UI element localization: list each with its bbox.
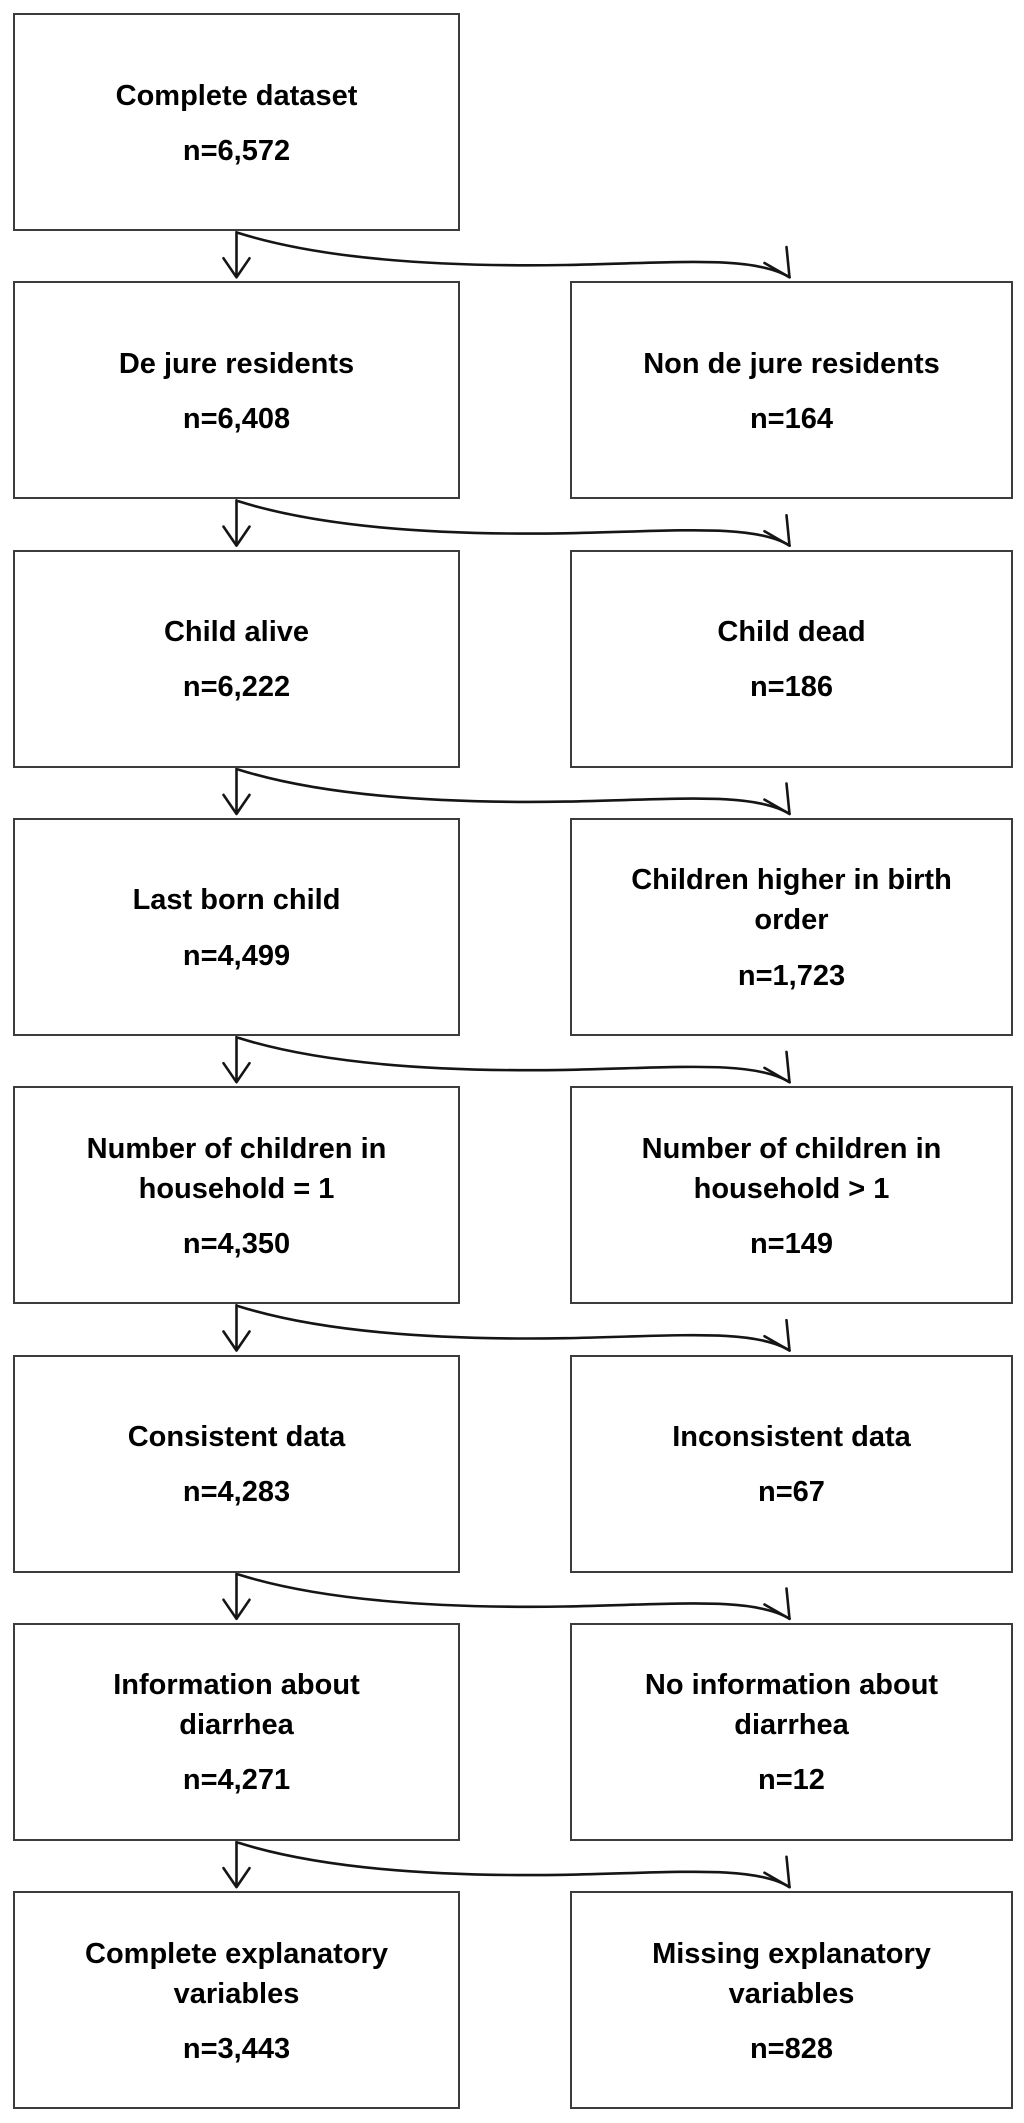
flow-box-right-row8: Missing explanatory variables n=828 <box>570 1891 1013 2110</box>
branch-arrow-barb-left <box>763 1334 791 1352</box>
flow-box-left-row7: Information about diarrhea n=4,271 <box>13 1622 460 1841</box>
box-label: Child dead <box>717 616 866 649</box>
box-label: Last born child <box>132 884 341 917</box>
flow-box-right-row2: Non de jure residents n=164 <box>570 281 1013 500</box>
branch-arrow-barb-left <box>763 261 791 279</box>
box-count: n=1,723 <box>737 959 846 992</box>
box-label: De jure residents <box>118 347 355 380</box>
branch-arrow-barb-left <box>763 1066 791 1084</box>
arrow-down-head <box>222 1330 251 1352</box>
arrow-down-head <box>222 1061 251 1084</box>
arrow-down-head <box>222 257 251 279</box>
box-label: Non de jure residents <box>643 347 940 380</box>
flow-box-right-row3: Child dead n=186 <box>570 549 1013 768</box>
box-count: n=6,408 <box>182 402 291 435</box>
branch-arrow-barb-vertical <box>785 782 791 816</box>
branch-arrow-barb-left <box>763 1871 791 1889</box>
branch-curve-connector <box>237 1036 791 1084</box>
box-count: n=3,443 <box>182 2032 291 2065</box>
box-count: n=6,572 <box>182 134 291 167</box>
box-count: n=4,350 <box>182 1227 291 1260</box>
flow-box-left-row6: Consistent data n=4,283 <box>13 1354 460 1573</box>
branch-curve-connector <box>237 500 791 547</box>
arrow-down-head <box>222 793 251 816</box>
box-count: n=828 <box>749 2032 834 2065</box>
box-count: n=6,222 <box>182 671 291 704</box>
box-count: n=186 <box>749 671 834 704</box>
branch-arrow-barb-vertical <box>785 514 791 547</box>
branch-arrow-barb-vertical <box>785 245 791 279</box>
box-count: n=4,271 <box>182 1764 291 1797</box>
box-label: Complete explanatory variables <box>85 1937 388 2010</box>
flow-box-left-row3: Child alive n=6,222 <box>13 549 460 768</box>
flow-box-left-row5: Number of children in household = 1 n=4,3… <box>13 1086 460 1305</box>
box-label: No information about diarrhea <box>644 1669 939 1742</box>
box-count: n=12 <box>758 1764 825 1797</box>
branch-curve-connector <box>237 768 791 816</box>
box-count: n=4,283 <box>182 1476 291 1509</box>
branch-arrow-barb-left <box>763 798 791 816</box>
box-label: Consistent data <box>127 1421 346 1454</box>
flow-box-right-row6: Inconsistent data n=67 <box>570 1354 1013 1573</box>
box-label: Information about diarrhea <box>113 1669 360 1742</box>
box-label: Inconsistent data <box>672 1421 911 1454</box>
flow-box-left-row4: Last born child n=4,499 <box>13 817 460 1036</box>
branch-curve-connector <box>237 231 791 279</box>
box-label: Number of children in household > 1 <box>641 1132 942 1205</box>
branch-arrow-barb-vertical <box>785 1587 791 1621</box>
flow-box-right-row4: Children higher in birth order n=1,723 <box>570 817 1013 1036</box>
arrow-down-head <box>222 1598 251 1621</box>
box-label: Child alive <box>163 616 310 649</box>
box-label: Number of children in household = 1 <box>86 1132 387 1205</box>
box-count: n=67 <box>758 1476 825 1509</box>
branch-arrow-barb-left <box>763 1603 791 1621</box>
box-label: Missing explanatory variables <box>652 1937 931 2010</box>
flow-box-right-row5: Number of children in household > 1 n=149 <box>570 1086 1013 1305</box>
box-count: n=4,499 <box>182 939 291 972</box>
branch-arrow-barb-vertical <box>785 1318 791 1352</box>
branch-arrow-barb-left <box>763 530 791 547</box>
flow-box-right-row7: No information about diarrhea n=12 <box>570 1622 1013 1841</box>
box-count: n=164 <box>749 402 834 435</box>
branch-curve-connector <box>237 1841 791 1889</box>
box-label: Children higher in birth order <box>631 864 952 937</box>
arrow-down-head <box>222 525 251 547</box>
flow-box-left-row1: Complete dataset n=6,572 <box>13 13 460 231</box>
flow-box-left-row2: De jure residents n=6,408 <box>13 281 460 500</box>
arrow-down-head <box>222 1866 251 1889</box>
branch-arrow-barb-vertical <box>785 1855 791 1889</box>
box-count: n=149 <box>749 1227 834 1260</box>
branch-arrow-barb-vertical <box>785 1050 791 1084</box>
branch-curve-connector <box>237 1573 791 1621</box>
branch-curve-connector <box>237 1304 791 1352</box>
flow-box-left-row8: Complete explanatory variables n=3,443 <box>13 1891 460 2110</box>
box-label: Complete dataset <box>115 79 358 112</box>
